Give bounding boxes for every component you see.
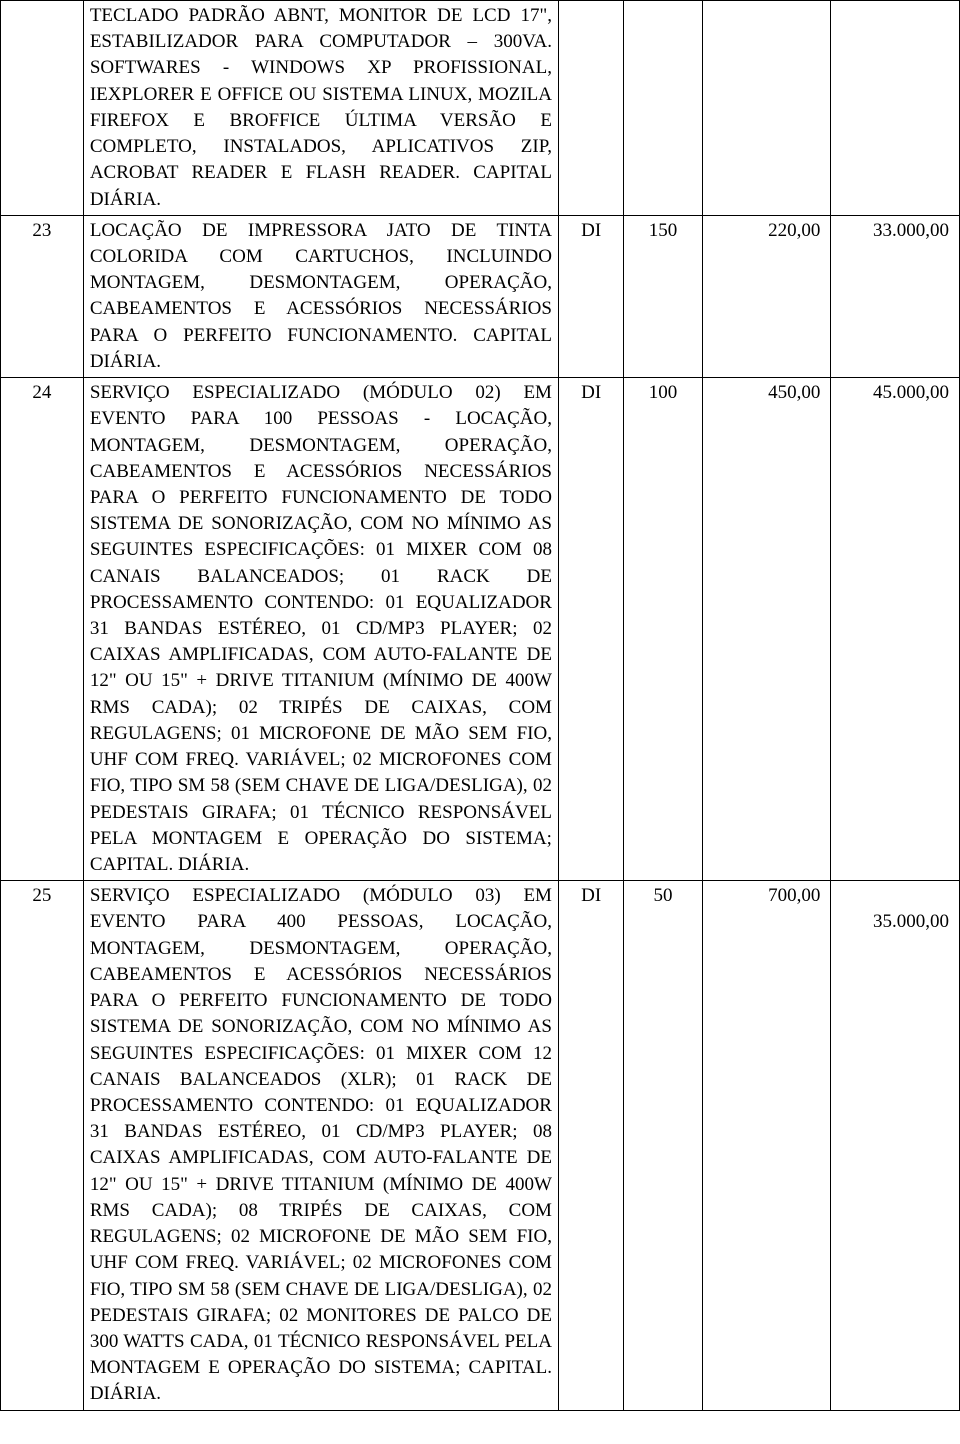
cell-unit-price: 700,00 [702, 881, 831, 1410]
cell-item-number: 24 [1, 378, 84, 881]
cell-item-number: 23 [1, 215, 84, 377]
cell-unit: DI [558, 215, 623, 377]
table-row: 25 SERVIÇO ESPECIALIZADO (MÓDULO 03) EM … [1, 881, 960, 1410]
cell-item-number: 25 [1, 881, 84, 1410]
table-body: TECLADO PADRÃO ABNT, MONITOR DE LCD 17",… [1, 1, 960, 1411]
cell-description: LOCAÇÃO DE IMPRESSORA JATO DE TINTA COLO… [83, 215, 558, 377]
cell-total: 33.000,00 [831, 215, 960, 377]
cell-unit-price: 220,00 [702, 215, 831, 377]
cell-description: TECLADO PADRÃO ABNT, MONITOR DE LCD 17",… [83, 1, 558, 216]
cell-total: 45.000,00 [831, 378, 960, 881]
table-row: TECLADO PADRÃO ABNT, MONITOR DE LCD 17",… [1, 1, 960, 216]
cell-unit: DI [558, 378, 623, 881]
cell-item-number [1, 1, 84, 216]
cell-description: SERVIÇO ESPECIALIZADO (MÓDULO 03) EM EVE… [83, 881, 558, 1410]
items-table: TECLADO PADRÃO ABNT, MONITOR DE LCD 17",… [0, 0, 960, 1411]
cell-quantity: 100 [624, 378, 702, 881]
table-row: 24 SERVIÇO ESPECIALIZADO (MÓDULO 02) EM … [1, 378, 960, 881]
cell-unit: DI [558, 881, 623, 1410]
cell-quantity: 50 [624, 881, 702, 1410]
cell-unit [558, 1, 623, 216]
cell-unit-price [702, 1, 831, 216]
cell-description: SERVIÇO ESPECIALIZADO (MÓDULO 02) EM EVE… [83, 378, 558, 881]
cell-total [831, 1, 960, 216]
table-row: 23 LOCAÇÃO DE IMPRESSORA JATO DE TINTA C… [1, 215, 960, 377]
cell-total: 35.000,00 [831, 881, 960, 1410]
cell-quantity [624, 1, 702, 216]
cell-quantity: 150 [624, 215, 702, 377]
cell-unit-price: 450,00 [702, 378, 831, 881]
